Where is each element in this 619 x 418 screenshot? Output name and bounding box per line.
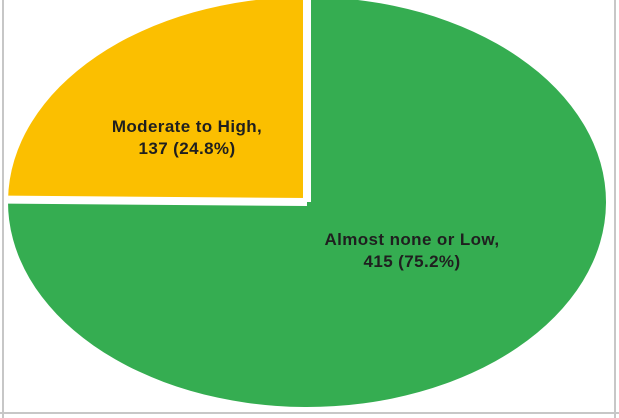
slice-separator [7, 195, 308, 206]
frame-border-left [2, 0, 4, 418]
frame-border-bottom [0, 412, 619, 414]
slice-separators [7, 0, 311, 206]
pie-slice-almost-none-or-low [8, 0, 606, 407]
pie-slices [8, 0, 606, 407]
frame-border-right [614, 0, 616, 418]
pie-slice-moderate-to-high [8, 0, 307, 202]
